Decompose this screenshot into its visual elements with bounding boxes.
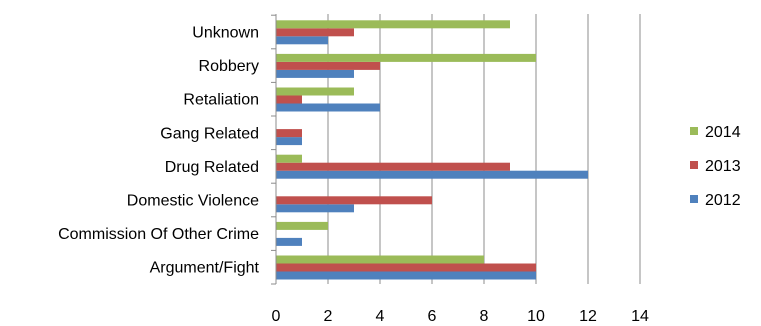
category-label: Gang Related <box>160 125 259 142</box>
legend-swatch-2014 <box>690 127 698 135</box>
category-label: Drug Related <box>165 159 259 176</box>
bar-2013-unknown <box>276 28 354 37</box>
bar-2013-robbery <box>276 61 380 70</box>
x-tick-label: 2 <box>324 308 333 325</box>
x-tick-label: 0 <box>272 308 281 325</box>
category-label: Unknown <box>192 25 259 42</box>
bar-2012-commission-of-other-crime <box>276 237 302 246</box>
bar-2012-drug-related <box>276 170 588 179</box>
bar-2014-robbery <box>276 53 536 62</box>
x-tick-label: 12 <box>579 308 597 325</box>
bar-2012-domestic-violence <box>276 204 354 213</box>
legend-label-2014: 2014 <box>705 124 741 141</box>
x-tick-label: 14 <box>631 308 649 325</box>
legend-swatch-2013 <box>690 161 698 169</box>
bar-2012-gang-related <box>276 137 302 146</box>
axes <box>271 14 277 285</box>
bar-2013-retaliation <box>276 95 302 104</box>
bar-2012-unknown <box>276 36 328 45</box>
legend-label-2013: 2013 <box>705 158 741 175</box>
bar-2014-retaliation <box>276 87 354 96</box>
legend: 2014 2013 2012 <box>690 124 741 209</box>
category-label: Commission Of Other Crime <box>58 226 259 243</box>
bar-2013-gang-related <box>276 129 302 138</box>
bar-2014-drug-related <box>276 154 302 163</box>
x-tick-label: 6 <box>428 308 437 325</box>
x-tick-label: 8 <box>480 308 489 325</box>
bars <box>276 20 588 280</box>
bar-2012-argument-fight <box>276 271 536 280</box>
bar-2014-argument-fight <box>276 255 484 264</box>
category-label: Retaliation <box>183 92 259 109</box>
x-tick-label: 10 <box>527 308 545 325</box>
bar-2012-retaliation <box>276 103 380 112</box>
legend-label-2012: 2012 <box>705 192 741 209</box>
bar-2014-commission-of-other-crime <box>276 221 328 230</box>
category-label: Domestic Violence <box>127 193 259 210</box>
x-tick-label: 4 <box>376 308 385 325</box>
category-label: Argument/Fight <box>150 260 260 277</box>
legend-swatch-2012 <box>690 195 698 203</box>
category-label: Robbery <box>199 58 259 75</box>
bar-2013-domestic-violence <box>276 196 432 205</box>
bar-2012-robbery <box>276 69 354 78</box>
bar-2013-drug-related <box>276 162 510 171</box>
bar-2014-unknown <box>276 20 510 29</box>
labels: Argument/Fight Commission Of Other Crime D… <box>58 25 649 326</box>
bar-2013-argument-fight <box>276 263 536 272</box>
